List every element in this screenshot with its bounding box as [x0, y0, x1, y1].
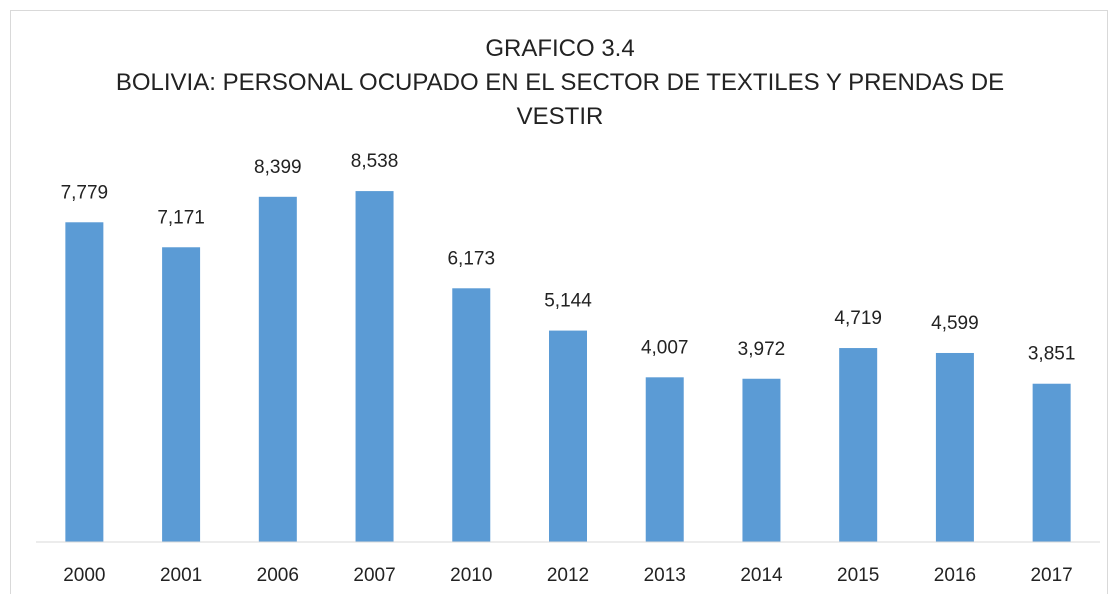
- x-tick-label: 2016: [934, 565, 976, 586]
- x-tick-label: 2010: [450, 565, 492, 586]
- bar: [645, 377, 684, 542]
- data-label: 3,851: [1028, 344, 1076, 365]
- x-tick-label: 2017: [1030, 565, 1072, 586]
- x-tick-label: 2013: [644, 565, 686, 586]
- bar: [65, 222, 104, 543]
- bar: [162, 247, 201, 542]
- bar: [355, 191, 394, 542]
- bar: [452, 288, 491, 542]
- bar: [549, 330, 587, 542]
- data-label: 5,144: [544, 291, 592, 312]
- x-tick-label: 2012: [547, 565, 589, 586]
- bar: [935, 352, 974, 542]
- data-label: 4,599: [931, 313, 979, 334]
- x-tick-label: 2014: [740, 565, 783, 586]
- bar: [839, 348, 878, 542]
- bar: [1032, 383, 1071, 542]
- chart-frame: [10, 10, 1108, 594]
- x-tick-label: 2001: [160, 565, 202, 586]
- chart-title: GRAFICO 3.4: [485, 35, 635, 62]
- x-tick-label: 2007: [353, 565, 395, 586]
- data-label: 3,972: [738, 339, 786, 360]
- data-label: 4,719: [834, 308, 882, 329]
- data-label: 8,538: [351, 151, 399, 172]
- x-tick-label: 2000: [63, 565, 105, 586]
- bar: [258, 196, 297, 543]
- x-tick-label: 2015: [837, 565, 879, 586]
- x-tick-label: 2006: [257, 565, 299, 586]
- data-label: 4,007: [641, 337, 689, 358]
- chart-subtitle: BOLIVIA: PERSONAL OCUPADO EN EL SECTOR D…: [115, 69, 1005, 130]
- titles: GRAFICO 3.4 BOLIVIA: PERSONAL OCUPADO EN…: [110, 32, 1010, 134]
- data-label: 6,173: [447, 248, 495, 269]
- data-label: 7,779: [61, 182, 109, 203]
- bar: [742, 378, 781, 542]
- data-label: 7,171: [157, 207, 205, 228]
- data-label: 8,399: [254, 157, 302, 178]
